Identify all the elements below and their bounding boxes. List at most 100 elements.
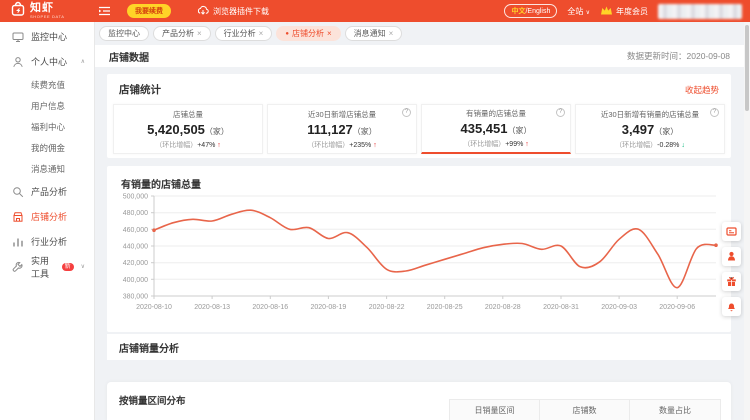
user-account-blurred[interactable] bbox=[658, 3, 742, 19]
close-icon[interactable]: × bbox=[388, 29, 394, 38]
close-icon[interactable]: × bbox=[326, 29, 332, 38]
membership-badge[interactable]: 年度会员 bbox=[600, 5, 648, 18]
svg-text:380,000: 380,000 bbox=[123, 294, 148, 301]
stat-unit: （家） bbox=[204, 126, 229, 136]
shop-statistics-section: 店铺统计 收起趋势 店铺总量 5,420,505（家） （环比增幅）+47% ↑… bbox=[107, 74, 731, 158]
table-header-shop-count[interactable]: 店铺数 bbox=[540, 400, 630, 420]
stat-label: 店铺总量 bbox=[173, 109, 203, 119]
tab-shop-active[interactable]: ● 店铺分析 × bbox=[276, 26, 341, 41]
sidebar-item-label: 实用工具 bbox=[31, 255, 50, 279]
sidebar-item-label: 监控中心 bbox=[31, 32, 68, 42]
sales-analysis-section: 店铺销量分析 bbox=[107, 334, 731, 360]
language-toggle[interactable]: 中文/English bbox=[504, 4, 558, 18]
sidebar-item-tools[interactable]: 实用工具 新 ∨ bbox=[0, 254, 94, 279]
sidebar-item-welfare[interactable]: 福利中心 bbox=[0, 116, 94, 137]
svg-text:2020-08-22: 2020-08-22 bbox=[369, 304, 405, 311]
svg-text:480,000: 480,000 bbox=[123, 210, 148, 217]
svg-text:2020-08-31: 2020-08-31 bbox=[543, 304, 579, 311]
scrollbar-thumb[interactable] bbox=[745, 25, 749, 111]
sidebar-item-label: 个人中心 bbox=[31, 57, 68, 67]
sales-distribution-card: 按销量区间分布 日销量区间 店铺数 数量占比 bbox=[107, 382, 731, 420]
sidebar-item-personal[interactable]: 个人中心 ∧ bbox=[0, 49, 94, 74]
sidebar-item-product[interactable]: 产品分析 bbox=[0, 179, 94, 204]
table-header-range[interactable]: 日销量区间 bbox=[450, 400, 540, 420]
sidebar-item-commission[interactable]: 我的佣金 bbox=[0, 137, 94, 158]
sidebar-subitem-label: 我的佣金 bbox=[31, 142, 66, 153]
open-tabs-bar: 监控中心 产品分析 × 行业分析 × ● 店铺分析 × 消息通知 × bbox=[99, 26, 403, 41]
tab-monitor[interactable]: 监控中心 bbox=[99, 26, 149, 41]
tab-notifications[interactable]: 消息通知 × bbox=[344, 26, 403, 41]
arrow-up-icon: ↑ bbox=[217, 141, 221, 149]
stat-card-shops-with-sales[interactable]: ? 有销量的店铺总量 435,451（家） （环比增幅）+99% ↑ bbox=[421, 104, 571, 154]
contact-card-button[interactable] bbox=[722, 222, 741, 241]
line-chart[interactable]: 380,000 400,000 420,000 440,000 460,000 480,0… bbox=[110, 192, 728, 326]
stat-value: 435,451 bbox=[460, 121, 508, 136]
notification-bell-button[interactable] bbox=[722, 297, 741, 316]
language-zh: 中文 bbox=[511, 8, 526, 15]
stat-card-new-shops-with-sales-30d[interactable]: ? 近30日新增有销量的店铺总量 3,497（家） （环比增幅）-0.28% ↓ bbox=[575, 104, 725, 154]
monitor-icon bbox=[12, 31, 24, 43]
sidebar-item-label: 产品分析 bbox=[31, 187, 68, 197]
language-en: /English bbox=[525, 8, 551, 15]
sidebar-subitem-label: 福利中心 bbox=[31, 121, 66, 132]
active-dot-icon: ● bbox=[285, 30, 289, 37]
sidebar-item-renew[interactable]: 续费充值 bbox=[0, 74, 94, 95]
sidebar-item-notifications[interactable]: 消息通知 bbox=[0, 158, 94, 179]
section-title: 店铺统计 bbox=[119, 84, 161, 96]
qq-icon bbox=[728, 251, 735, 261]
gift-icon bbox=[727, 276, 736, 286]
bar-chart-icon bbox=[12, 236, 24, 248]
site-dropdown[interactable]: 全站 ∨ bbox=[567, 6, 590, 17]
brand-logo[interactable]: 知虾 SHOPEE DATA bbox=[0, 0, 86, 22]
logo-subtitle: SHOPEE DATA bbox=[30, 14, 65, 19]
magnifier-icon bbox=[12, 186, 24, 198]
change-label: （环比增幅） bbox=[463, 141, 506, 148]
tab-label: 店铺分析 bbox=[291, 29, 324, 38]
collapse-trend-link[interactable]: 收起趋势 bbox=[684, 84, 719, 95]
tab-product[interactable]: 产品分析 × bbox=[153, 26, 211, 41]
update-time-value: 2020-09-08 bbox=[686, 51, 730, 61]
tab-label: 产品分析 bbox=[162, 29, 194, 38]
stat-cards-row: 店铺总量 5,420,505（家） （环比增幅）+47% ↑ ? 近30日新增店… bbox=[113, 104, 725, 154]
table-header-share[interactable]: 数量占比 bbox=[630, 400, 720, 420]
sidebar-item-userinfo[interactable]: 用户信息 bbox=[0, 95, 94, 116]
plugin-download-link[interactable]: 浏览器插件下载 bbox=[197, 5, 269, 18]
crown-icon bbox=[600, 5, 613, 18]
stat-card-total-shops[interactable]: 店铺总量 5,420,505（家） （环比增幅）+47% ↑ bbox=[113, 104, 263, 154]
sidebar-item-shop[interactable]: 店铺分析 bbox=[0, 204, 94, 229]
page-title-bar: 店铺数据 数据更新时间：2020-09-08 bbox=[95, 45, 750, 67]
logo-title: 知虾 bbox=[30, 2, 54, 14]
close-icon[interactable]: × bbox=[197, 29, 202, 38]
sidebar-subitem-label: 消息通知 bbox=[31, 163, 66, 174]
menu-fold-icon[interactable] bbox=[98, 5, 111, 17]
vertical-scrollbar[interactable] bbox=[744, 22, 750, 420]
help-icon[interactable]: ? bbox=[402, 108, 411, 117]
stat-label: 近30日新增有销量的店铺总量 bbox=[600, 109, 700, 119]
svg-text:400,000: 400,000 bbox=[123, 277, 148, 284]
arrow-down-icon: ↓ bbox=[681, 141, 685, 149]
help-icon[interactable]: ? bbox=[556, 108, 565, 117]
qq-contact-button[interactable] bbox=[722, 247, 741, 266]
help-icon[interactable]: ? bbox=[710, 108, 719, 117]
distribution-table: 日销量区间 店铺数 数量占比 bbox=[449, 399, 721, 420]
stat-unit: （家） bbox=[654, 126, 679, 136]
gift-button[interactable] bbox=[722, 272, 741, 291]
floating-toolbar bbox=[722, 222, 741, 316]
chevron-up-icon: ∧ bbox=[80, 59, 85, 65]
user-icon bbox=[12, 56, 24, 68]
sidebar-item-monitor[interactable]: 监控中心 bbox=[0, 24, 94, 49]
wrench-icon bbox=[12, 261, 24, 273]
stat-value: 111,127 bbox=[307, 121, 353, 137]
tab-label: 行业分析 bbox=[223, 29, 256, 38]
sidebar-item-industry[interactable]: 行业分析 bbox=[0, 229, 94, 254]
renew-button[interactable]: 我要续费 bbox=[127, 4, 171, 18]
change-label: （环比增幅） bbox=[615, 141, 658, 149]
stat-card-new-shops-30d[interactable]: ? 近30日新增店铺总量 111,127（家） （环比增幅）+235% ↑ bbox=[267, 104, 417, 154]
svg-text:2020-09-06: 2020-09-06 bbox=[659, 304, 695, 311]
close-icon[interactable]: × bbox=[258, 29, 264, 38]
tab-industry[interactable]: 行业分析 × bbox=[214, 26, 273, 41]
bell-icon bbox=[728, 303, 735, 312]
data-update-time: 数据更新时间：2020-09-08 bbox=[627, 50, 730, 62]
change-label: （环比增幅） bbox=[155, 141, 198, 149]
